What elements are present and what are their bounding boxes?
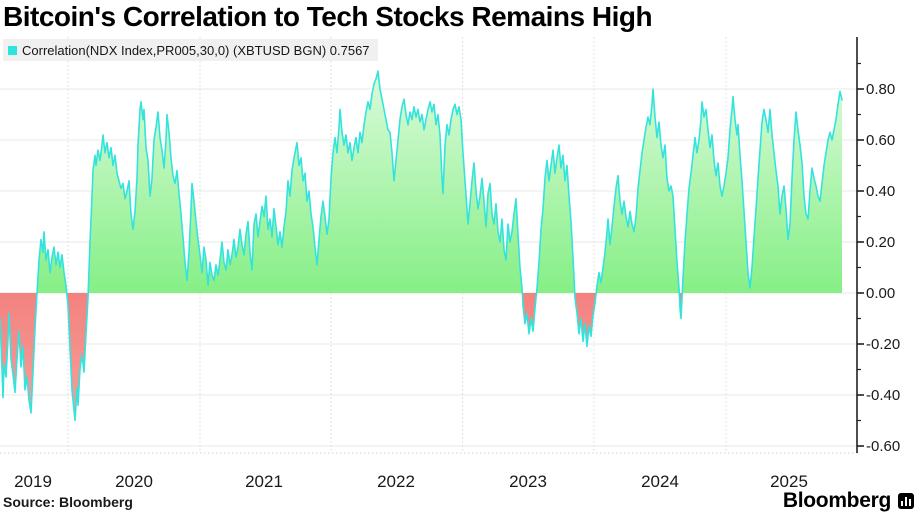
svg-text:0.40: 0.40 xyxy=(866,183,895,200)
legend-label: Correlation(NDX Index,PR005,30,0) (XBTUS… xyxy=(22,42,370,58)
legend-item[interactable]: Correlation(NDX Index,PR005,30,0) (XBTUS… xyxy=(3,39,378,61)
bloomberg-wordmark: Bloomberg xyxy=(782,489,891,512)
svg-text:2024: 2024 xyxy=(641,472,679,491)
svg-text:2021: 2021 xyxy=(245,472,283,491)
series-swatch-icon xyxy=(8,45,17,55)
svg-text:2022: 2022 xyxy=(377,472,415,491)
bloomberg-brand: Bloomberg xyxy=(783,489,914,513)
x-axis-labels: 2019 2020 2021 2022 2023 2024 2025 xyxy=(14,472,808,491)
svg-text:2025: 2025 xyxy=(770,472,808,491)
area-positive xyxy=(0,71,842,293)
svg-text:0.60: 0.60 xyxy=(866,132,895,149)
svg-text:2019: 2019 xyxy=(14,472,52,491)
y-axis xyxy=(856,37,864,453)
source-attribution: Source: Bloomberg xyxy=(3,494,133,510)
svg-text:-0.20: -0.20 xyxy=(866,336,900,353)
page-title: Bitcoin's Correlation to Tech Stocks Rem… xyxy=(3,1,653,32)
svg-text:2023: 2023 xyxy=(509,472,547,491)
svg-text:2020: 2020 xyxy=(115,472,153,491)
bloomberg-logo-icon xyxy=(898,493,914,509)
svg-text:-0.40: -0.40 xyxy=(866,387,900,404)
svg-text:0.20: 0.20 xyxy=(866,234,895,251)
y-axis-labels: 0.80 0.60 0.40 0.20 0.00 -0.20 -0.40 -0.60 xyxy=(866,81,900,455)
svg-text:0.80: 0.80 xyxy=(866,81,895,98)
area-negative xyxy=(0,293,842,421)
svg-text:-0.60: -0.60 xyxy=(866,438,900,455)
svg-text:0.00: 0.00 xyxy=(866,285,895,302)
correlation-line xyxy=(0,70,843,422)
